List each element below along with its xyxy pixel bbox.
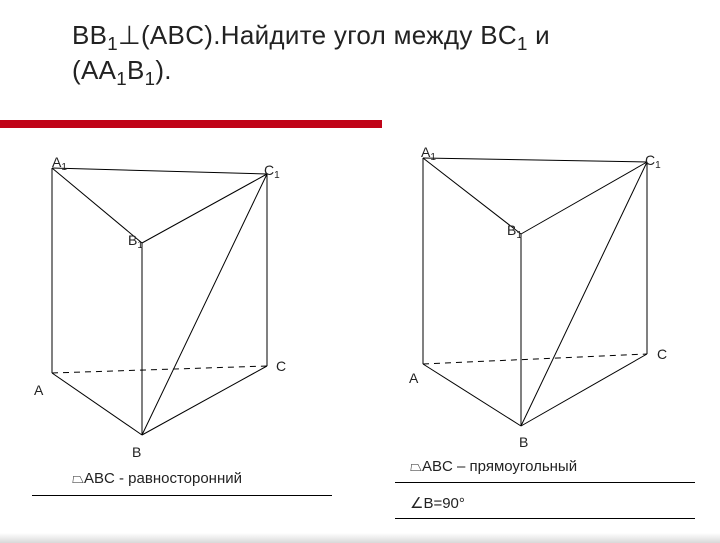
bottom-shadow (0, 533, 720, 543)
prism-right: A1C1B1ACB (395, 142, 675, 432)
underline-2 (395, 482, 695, 483)
prism-left: A1C1B1ACB (32, 148, 312, 438)
problem-title: BB1⊥(ABC).Найдите угол между BC1 и (AA1B… (72, 18, 550, 88)
vertex-label-c1: C1 (645, 152, 661, 168)
vertex-label-a1: A1 (421, 144, 436, 160)
vertex-label-a1: A1 (52, 154, 67, 170)
vertex-label-b: B (132, 444, 141, 460)
underline-1 (32, 495, 332, 496)
accent-bar (0, 120, 382, 128)
vertex-label-c1: C1 (264, 162, 280, 178)
vertex-label-c: C (276, 358, 286, 374)
caption-right-2: ∠B=90° (410, 494, 465, 512)
caption-right-1: ⏢ABC – прямоугольный (410, 458, 577, 475)
caption-left: ⏢ABC - равносторонний (72, 470, 242, 487)
title-line1: BB1⊥(ABC).Найдите угол между BC1 и (72, 20, 550, 50)
vertex-label-c: C (657, 346, 667, 362)
title-line2: (AA1B1). (72, 55, 172, 85)
vertex-label-b: B (519, 434, 528, 450)
vertex-label-a: A (409, 370, 418, 386)
vertex-label-a: A (34, 382, 43, 398)
underline-3 (395, 518, 695, 519)
vertex-label-b1: B1 (507, 222, 522, 238)
vertex-label-b1: B1 (128, 232, 143, 248)
